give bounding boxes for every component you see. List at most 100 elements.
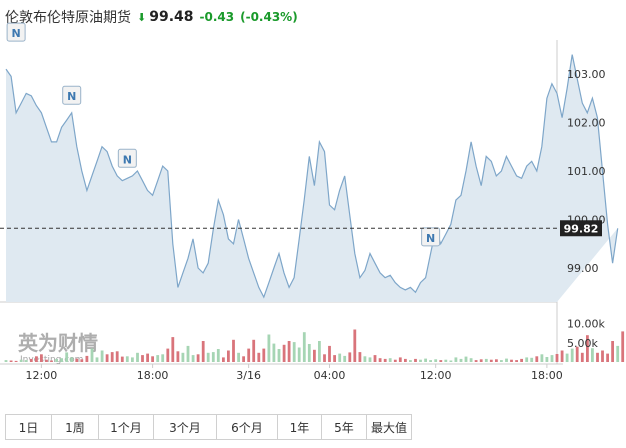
volume-bar [459, 358, 463, 362]
volume-bar [267, 334, 271, 362]
volume-bar [439, 360, 443, 362]
instrument-title: 伦敦布伦特原油期货 [5, 10, 131, 26]
volume-bar [302, 332, 306, 362]
volume-bar [216, 349, 220, 362]
volume-bar [454, 357, 458, 362]
price-change-percent: (-0.43%) [240, 10, 298, 24]
volume-bar [535, 356, 539, 362]
volume-tick-label: 10.00k [567, 318, 605, 331]
volume-bar [358, 352, 362, 362]
volume-bar [495, 359, 498, 362]
volume-bar [570, 348, 574, 362]
volume-bar [510, 359, 513, 362]
volume-bar [444, 359, 448, 362]
volume-bar [419, 359, 422, 362]
volume-bar [282, 344, 286, 362]
volume-bar [136, 352, 139, 362]
volume-bar [409, 360, 412, 362]
volume-bar [297, 347, 301, 362]
volume-bar [540, 354, 544, 362]
news-marker[interactable]: N [117, 148, 137, 168]
time-tick-label: 12:00 [420, 369, 452, 382]
price-area [6, 54, 618, 302]
price-tick-label: 101.00 [567, 165, 606, 178]
volume-bar [469, 358, 473, 362]
volume-bar [80, 359, 84, 362]
volume-bar [105, 354, 109, 362]
volume-bar [181, 352, 185, 362]
volume-bar [489, 359, 493, 362]
watermark-logo: 英为财情 Investing.com [18, 331, 98, 365]
volume-bar [449, 360, 453, 362]
volume-bar [591, 348, 594, 362]
volume-bar [429, 360, 432, 362]
range-button[interactable]: 5年 [322, 415, 367, 439]
volume-bar [262, 348, 266, 362]
volume-bar [272, 343, 276, 362]
volume-bar [388, 358, 392, 362]
volume-bar [520, 358, 523, 362]
range-button[interactable]: 1周 [52, 415, 99, 439]
volume-bar [313, 349, 316, 362]
volume-bar [424, 358, 427, 362]
volume-bar [211, 352, 215, 362]
volume-bar [621, 331, 625, 362]
volume-bar [601, 350, 604, 362]
range-button[interactable]: 1日 [6, 415, 52, 439]
volume-bar [434, 359, 438, 362]
volume-bar [120, 356, 124, 362]
volume-bar [414, 358, 417, 362]
time-tick-label: 18:00 [531, 369, 563, 382]
volume-bar [530, 357, 534, 362]
volume-bar [90, 348, 94, 362]
range-selector: 1日 1周 1个月 3个月 6个月 1年 5年 最大值 [5, 414, 412, 440]
volume-bar [363, 356, 367, 362]
volume-axis: 10.00k 5.00k [567, 318, 605, 350]
volume-bar [222, 357, 225, 362]
news-markers[interactable]: N N N N [6, 22, 441, 247]
price-change: -0.43 [199, 10, 235, 24]
volume-bar [307, 344, 311, 362]
volume-bar [338, 353, 342, 362]
news-marker[interactable]: N [62, 85, 82, 105]
volume-bar [616, 345, 620, 362]
range-button[interactable]: 最大值 [370, 420, 407, 435]
volume-bar [196, 354, 200, 362]
volume-bar [505, 358, 508, 362]
volume-bar [100, 350, 104, 362]
volume-bar [65, 352, 69, 362]
volume-bar [328, 345, 331, 362]
volume-bar [479, 359, 483, 362]
range-button[interactable]: 1年 [278, 415, 322, 439]
volume-bar [110, 352, 114, 362]
news-marker[interactable]: N [6, 22, 26, 42]
price-tick-label: 102.00 [567, 116, 606, 129]
volume-bar [247, 348, 251, 362]
last-price-tag: 99.82 [560, 220, 602, 237]
volume-bar [348, 352, 352, 362]
volume-bar [277, 349, 281, 362]
volume-bar [176, 351, 180, 362]
chart-header: 伦敦布伦特原油期货 ⬇ 99.48 -0.43 (-0.43%) [5, 6, 298, 28]
range-button[interactable]: 6个月 [217, 415, 278, 439]
volume-bar [500, 360, 503, 362]
volume-bar [161, 354, 165, 362]
volume-bar [318, 341, 321, 362]
watermark-sub: Investing.com [20, 355, 83, 365]
volume-bar [35, 356, 38, 362]
volume-bar [151, 356, 154, 362]
volume-bar [206, 352, 210, 362]
range-button[interactable]: 1个月 [99, 415, 154, 439]
news-marker-box [62, 85, 82, 105]
news-marker[interactable]: N [421, 227, 441, 247]
range-button[interactable]: 3个月 [154, 415, 217, 439]
volume-bar [166, 348, 170, 362]
volume-bar [611, 341, 614, 362]
volume-bar [14, 360, 18, 362]
volume-bar [95, 357, 99, 362]
volume-bar [60, 358, 63, 362]
volume-bar [252, 339, 256, 362]
volume-bar [232, 339, 235, 362]
